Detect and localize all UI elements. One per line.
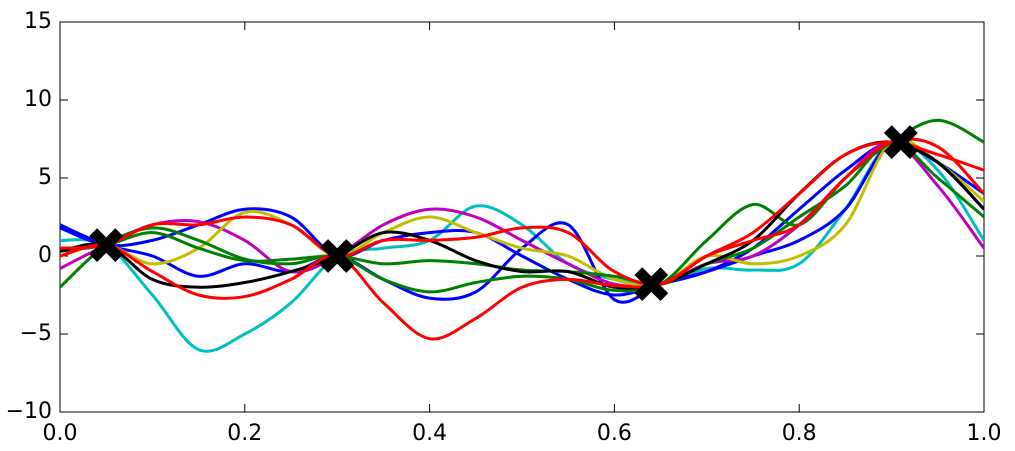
sample-line — [60, 140, 984, 289]
observation-marker — [89, 228, 124, 262]
x-tick-label: 0.4 — [412, 421, 447, 446]
x-tick-label: 1.0 — [967, 421, 1002, 446]
y-tick-label: 15 — [24, 9, 52, 34]
x-tick-label: 0.2 — [227, 421, 262, 446]
x-tick-label: 0.6 — [597, 421, 632, 446]
sample-line — [60, 139, 984, 353]
plot-frame — [59, 21, 985, 413]
sample-line — [60, 140, 984, 341]
x-tick-label: 0.8 — [782, 421, 817, 446]
sample-line — [60, 118, 984, 294]
y-tick-label: −10 — [6, 399, 52, 424]
y-tick-label: −5 — [20, 321, 52, 346]
sample-line — [60, 140, 984, 297]
x-tick-label: 0.0 — [43, 421, 78, 446]
y-tick-label: 10 — [24, 87, 52, 112]
y-tick-label: 0 — [38, 243, 52, 268]
sample-line — [60, 138, 984, 288]
y-tick-label: 5 — [38, 165, 52, 190]
observation-marker — [634, 267, 669, 301]
observation-marker — [883, 125, 918, 160]
sample-line — [60, 140, 984, 286]
sample-line — [60, 140, 984, 290]
sample-line — [60, 137, 984, 287]
observation-marker — [320, 239, 355, 273]
